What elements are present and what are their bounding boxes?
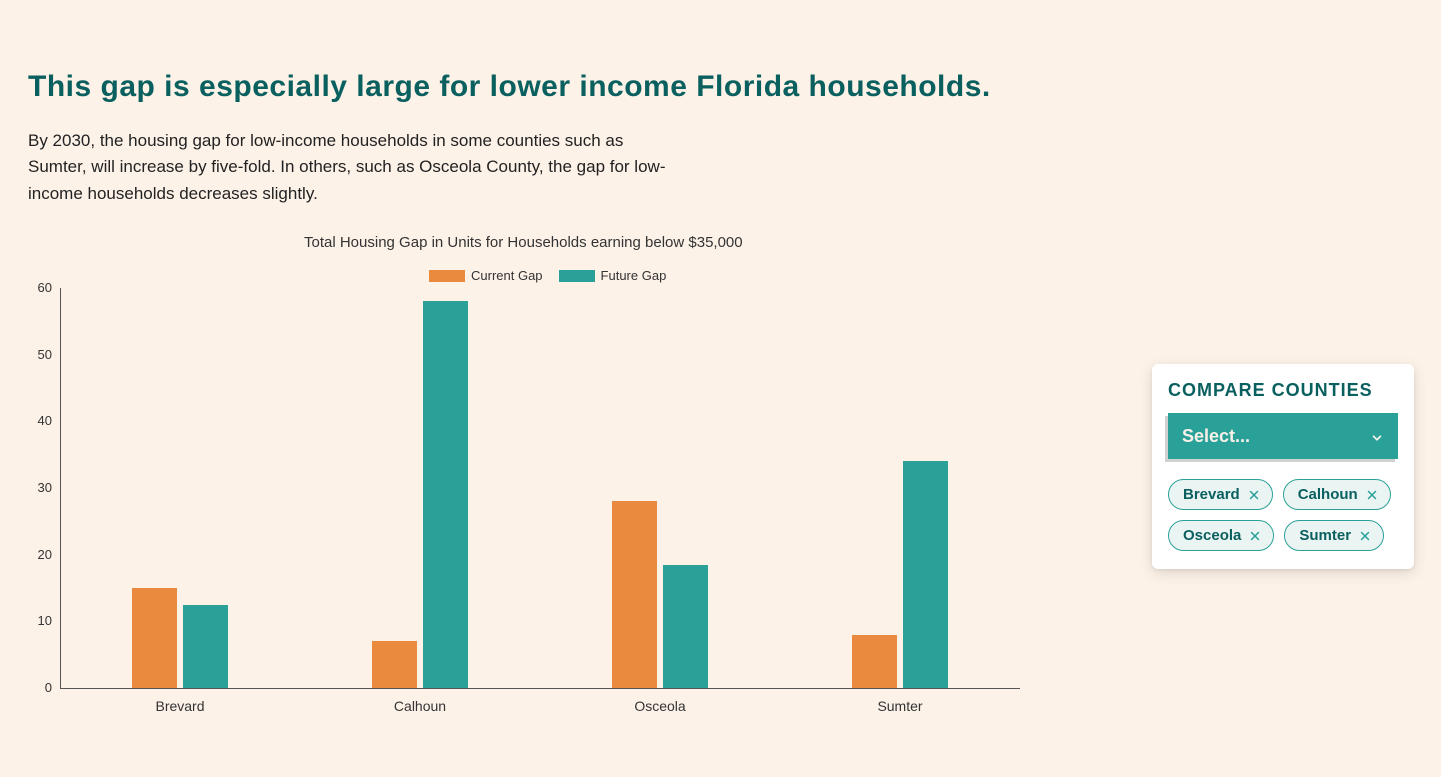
bar-brevard-future xyxy=(183,605,228,688)
county-chip: Sumter xyxy=(1284,520,1384,551)
bar-osceola-current xyxy=(612,501,657,688)
chart-legend: Current Gap Future Gap xyxy=(429,268,666,283)
close-icon[interactable] xyxy=(1366,489,1378,501)
y-tick-label: 60 xyxy=(28,280,52,295)
compare-card-title: COMPARE COUNTIES xyxy=(1168,380,1398,401)
county-chip: Brevard xyxy=(1168,479,1273,510)
chart-plot-area xyxy=(60,288,1020,688)
y-tick-label: 30 xyxy=(28,480,52,495)
grouped-bar-chart: 0102030405060BrevardCalhounOsceolaSumter xyxy=(28,288,1020,718)
y-axis-line xyxy=(60,288,61,688)
selected-county-chips: Brevard Calhoun Osceola Sumter xyxy=(1168,479,1398,551)
x-axis-line xyxy=(60,688,1020,689)
county-chip-label: Osceola xyxy=(1183,527,1241,544)
bar-calhoun-future xyxy=(423,301,468,688)
legend-swatch-current xyxy=(429,270,465,282)
legend-item-future: Future Gap xyxy=(559,268,667,283)
legend-swatch-future xyxy=(559,270,595,282)
chevron-down-icon xyxy=(1370,429,1384,443)
legend-label-future: Future Gap xyxy=(601,268,667,283)
bar-sumter-current xyxy=(852,635,897,688)
x-tick-label: Brevard xyxy=(120,698,240,714)
close-icon[interactable] xyxy=(1249,530,1261,542)
legend-label-current: Current Gap xyxy=(471,268,543,283)
x-tick-label: Osceola xyxy=(600,698,720,714)
y-tick-label: 50 xyxy=(28,347,52,362)
bar-brevard-current xyxy=(132,588,177,688)
x-tick-label: Calhoun xyxy=(360,698,480,714)
county-chip-label: Sumter xyxy=(1299,527,1351,544)
compare-counties-card: COMPARE COUNTIES Select... Brevard Calhou… xyxy=(1152,364,1414,569)
y-tick-label: 10 xyxy=(28,613,52,628)
close-icon[interactable] xyxy=(1248,489,1260,501)
bar-sumter-future xyxy=(903,461,948,688)
close-icon[interactable] xyxy=(1359,530,1371,542)
county-chip-label: Calhoun xyxy=(1298,486,1358,503)
county-chip: Calhoun xyxy=(1283,479,1391,510)
bar-osceola-future xyxy=(663,565,708,688)
county-chip-label: Brevard xyxy=(1183,486,1240,503)
compare-select[interactable]: Select... xyxy=(1168,413,1398,459)
chart-title: Total Housing Gap in Units for Household… xyxy=(304,234,743,251)
x-tick-label: Sumter xyxy=(840,698,960,714)
legend-item-current: Current Gap xyxy=(429,268,543,283)
page-heading: This gap is especially large for lower i… xyxy=(28,70,991,104)
compare-select-label: Select... xyxy=(1182,426,1250,447)
y-tick-label: 20 xyxy=(28,547,52,562)
county-chip: Osceola xyxy=(1168,520,1274,551)
bar-calhoun-current xyxy=(372,641,417,688)
y-tick-label: 40 xyxy=(28,413,52,428)
page-subtext: By 2030, the housing gap for low-income … xyxy=(28,128,668,207)
y-tick-label: 0 xyxy=(28,680,52,695)
